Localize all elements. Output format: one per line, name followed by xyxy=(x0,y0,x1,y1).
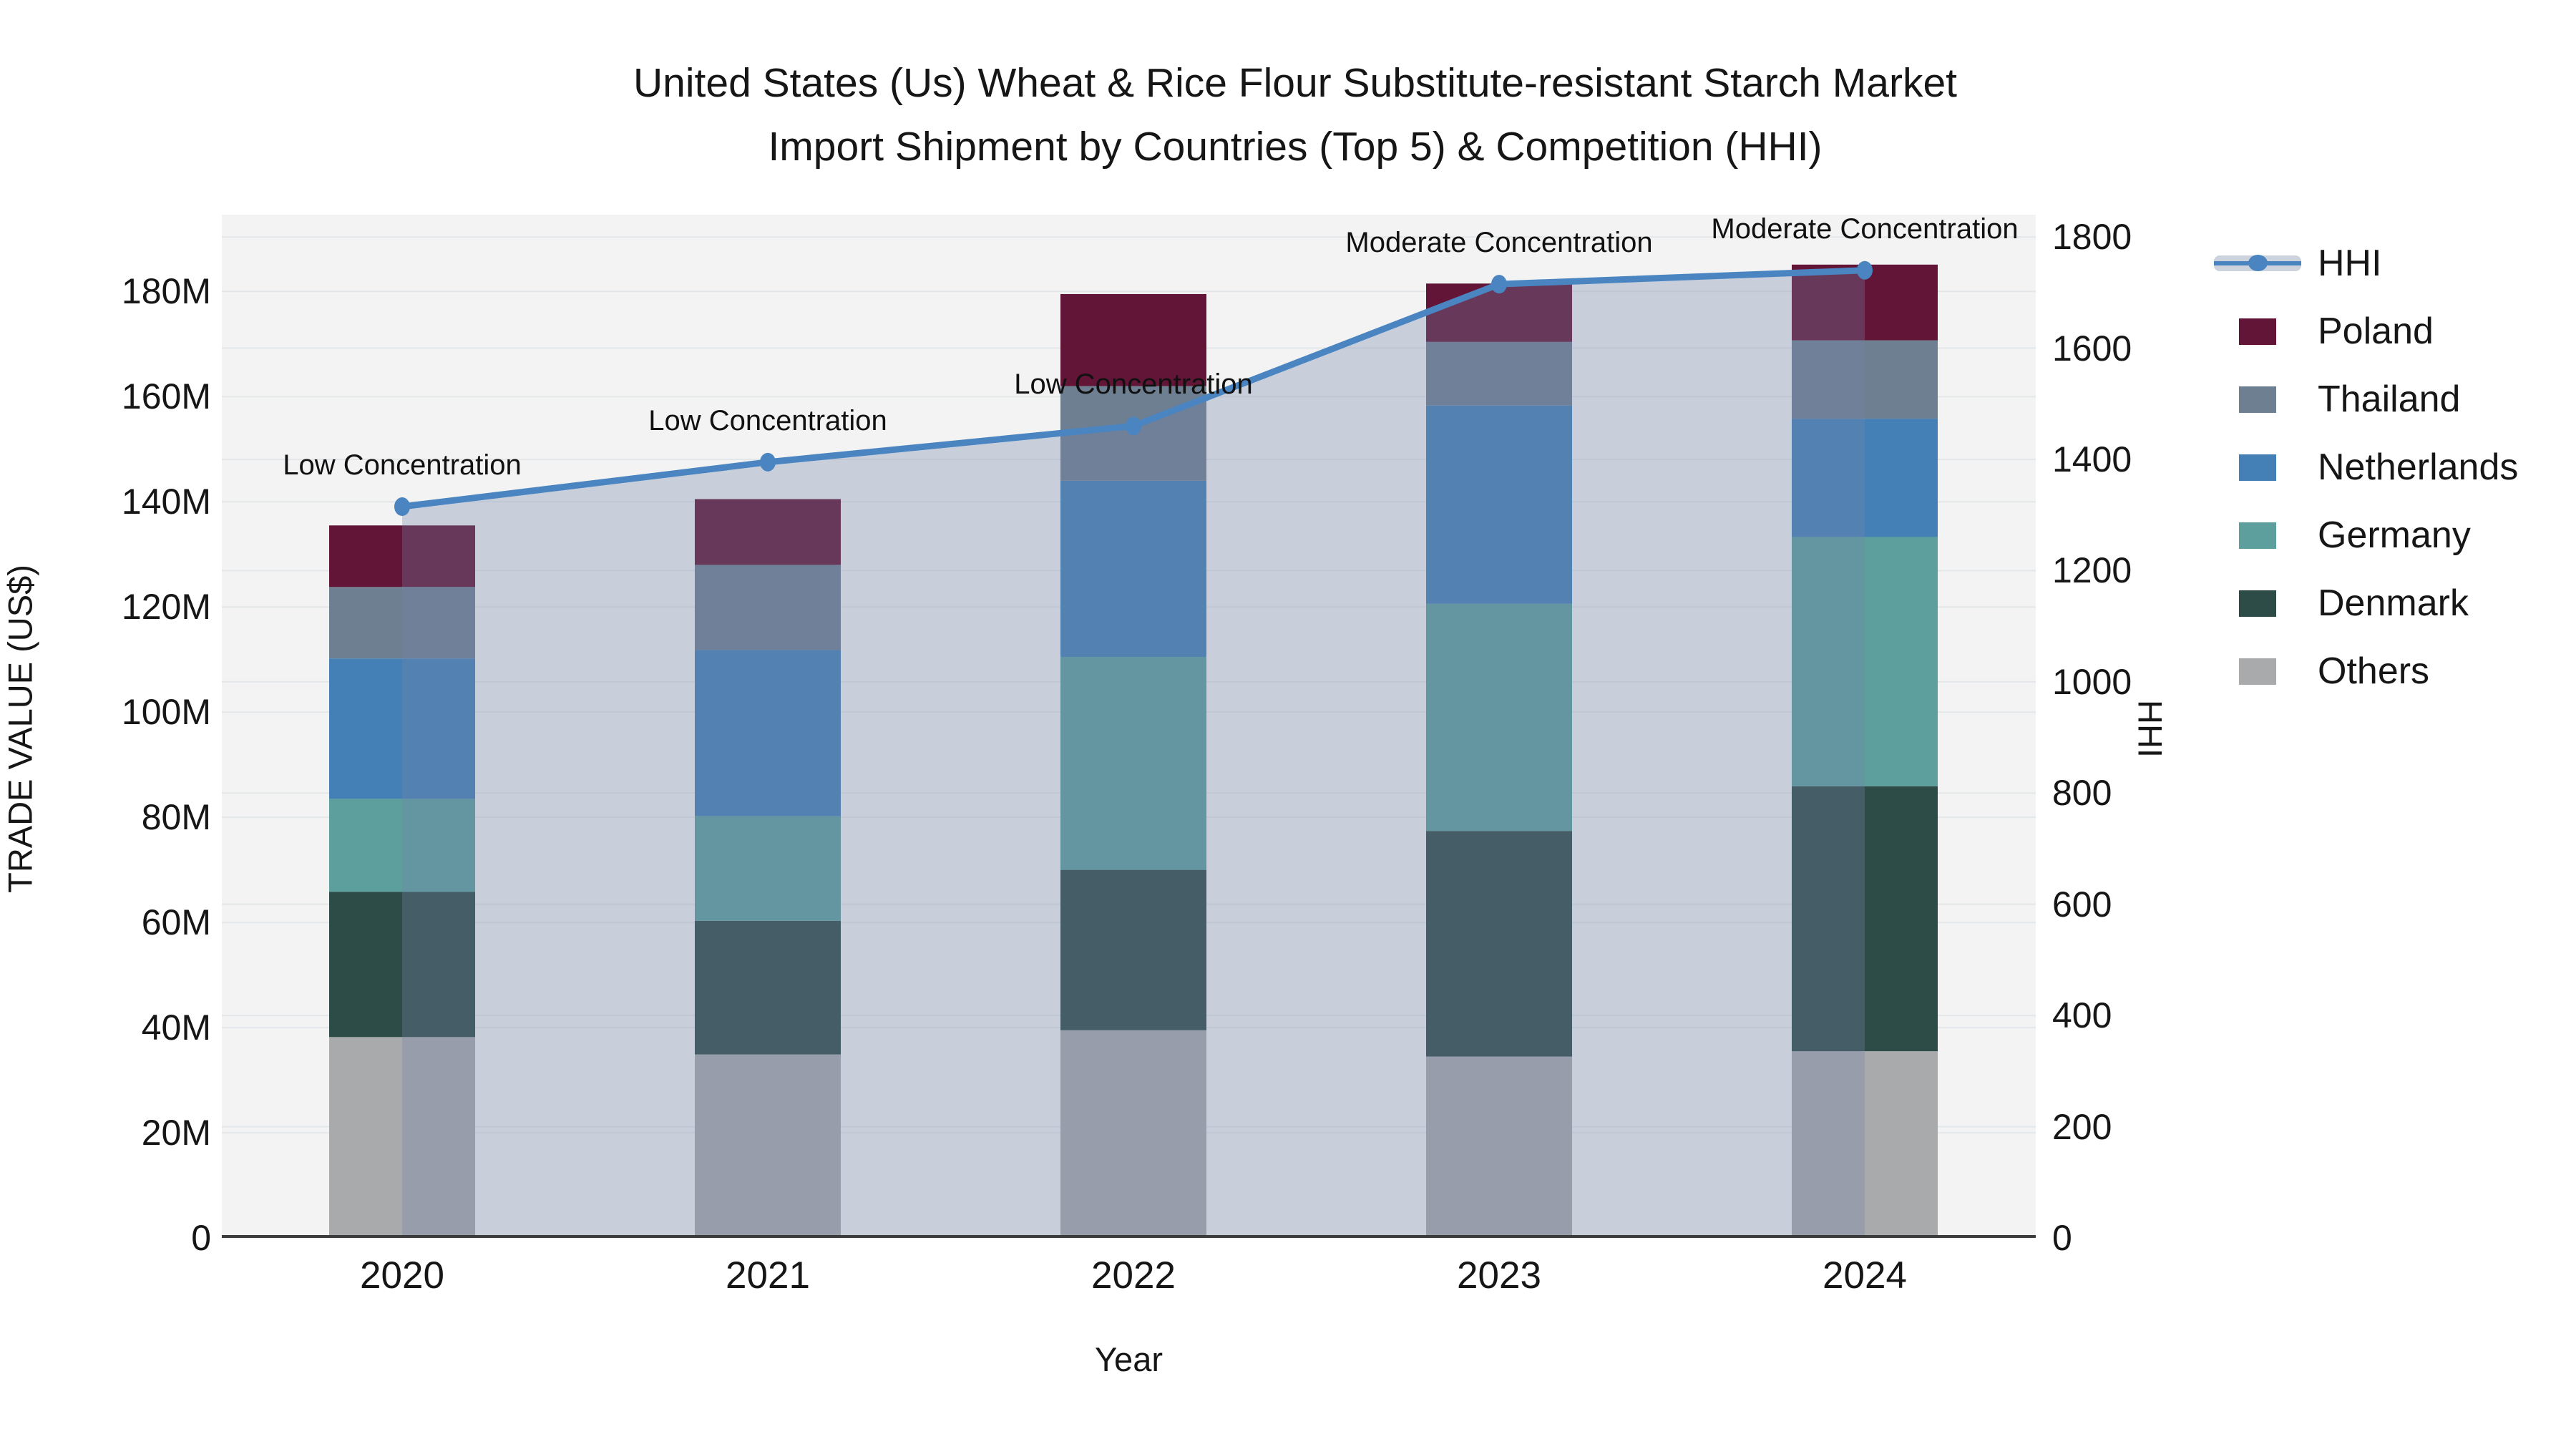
annotation-2024: Moderate Concentration xyxy=(1711,213,2019,245)
bar-segment-germany-2022[interactable] xyxy=(1060,657,1206,870)
hhi-marker-2023[interactable] xyxy=(1491,275,1507,294)
bar-segment-denmark-2022[interactable] xyxy=(1060,869,1206,1030)
bar-segment-netherlands-2022[interactable] xyxy=(1060,480,1206,658)
hhi-line-sample-icon xyxy=(2214,255,2301,271)
x-tick-label-2023: 2023 xyxy=(1457,1254,1541,1297)
chart-title-line2: Import Shipment by Countries (Top 5) & C… xyxy=(768,124,1823,170)
bar-segment-others-2022[interactable] xyxy=(1060,1030,1206,1238)
y-tick-label-180M: 180M xyxy=(121,271,211,312)
bar-segment-netherlands-2021[interactable] xyxy=(695,650,841,816)
bar-segment-thailand-2024[interactable] xyxy=(1792,340,1938,419)
legend-label-denmark: Denmark xyxy=(2318,582,2469,624)
legend-label-others: Others xyxy=(2318,650,2430,692)
hhi-sample-marker xyxy=(2248,255,2268,271)
bar-segment-germany-2024[interactable] xyxy=(1792,537,1938,786)
hhi-area-fill xyxy=(402,270,1865,1238)
annotation-2020: Low Concentration xyxy=(283,449,522,482)
x-tick-label-2020: 2020 xyxy=(360,1254,444,1297)
y-tick-label-100M: 100M xyxy=(121,692,211,733)
y-tick-label-60M: 60M xyxy=(141,902,211,943)
y2-tick-label-1600: 1600 xyxy=(2052,328,2132,369)
y2-tick-label-1800: 1800 xyxy=(2052,217,2132,258)
y2-tick-label-0: 0 xyxy=(2052,1218,2072,1258)
y2-tick-label-800: 800 xyxy=(2052,773,2112,814)
y2-tick-label-1400: 1400 xyxy=(2052,439,2132,479)
bar-segment-denmark-2021[interactable] xyxy=(695,920,841,1055)
bar-segment-thailand-2023[interactable] xyxy=(1426,341,1572,406)
hhi-marker-2024[interactable] xyxy=(1857,260,1873,280)
bar-segment-denmark-2023[interactable] xyxy=(1426,831,1572,1057)
chart-title-line1: United States (Us) Wheat & Rice Flour Su… xyxy=(633,60,1957,106)
legend-label-netherlands: Netherlands xyxy=(2318,447,2519,488)
x-tick-label-2022: 2022 xyxy=(1091,1254,1176,1297)
legend-swatch-poland xyxy=(2239,318,2276,345)
bar-segment-others-2021[interactable] xyxy=(695,1054,841,1238)
bar-segment-poland-2020[interactable] xyxy=(329,525,475,587)
y2-tick-label-1200: 1200 xyxy=(2052,550,2132,591)
legend-swatch-germany xyxy=(2239,522,2276,549)
y2-tick-label-600: 600 xyxy=(2052,884,2112,924)
legend-swatch-thailand xyxy=(2239,386,2276,413)
y2-axis-title: HHI xyxy=(2131,700,2170,758)
legend-swatch-others xyxy=(2239,658,2276,685)
y2-tick-label-200: 200 xyxy=(2052,1106,2112,1147)
bar-segment-netherlands-2020[interactable] xyxy=(329,658,475,799)
legend-swatch-netherlands xyxy=(2239,454,2276,481)
legend-swatch-denmark xyxy=(2239,590,2276,617)
bar-segment-poland-2022[interactable] xyxy=(1060,293,1206,386)
bar-segment-netherlands-2024[interactable] xyxy=(1792,419,1938,537)
legend-item-thailand[interactable]: Thailand xyxy=(2207,376,2576,422)
bar-segment-thailand-2020[interactable] xyxy=(329,587,475,659)
bar-segment-poland-2021[interactable] xyxy=(695,499,841,565)
y-tick-label-0: 0 xyxy=(191,1218,211,1258)
y-tick-label-140M: 140M xyxy=(121,482,211,522)
legend-item-denmark[interactable]: Denmark xyxy=(2207,580,2576,626)
legend-label-poland: Poland xyxy=(2318,311,2434,352)
y-tick-label-120M: 120M xyxy=(121,587,211,628)
legend-label-germany: Germany xyxy=(2318,514,2471,556)
annotation-2021: Low Concentration xyxy=(648,404,887,436)
bar-segment-germany-2020[interactable] xyxy=(329,799,475,892)
bar-segment-germany-2021[interactable] xyxy=(695,816,841,921)
legend-item-hhi[interactable]: HHI xyxy=(2207,240,2576,286)
legend-label-thailand: Thailand xyxy=(2318,379,2461,420)
legend-item-others[interactable]: Others xyxy=(2207,648,2576,694)
hhi-marker-2020[interactable] xyxy=(394,497,410,517)
legend-item-netherlands[interactable]: Netherlands xyxy=(2207,444,2576,490)
y2-tick-label-1000: 1000 xyxy=(2052,661,2132,702)
hhi-marker-2022[interactable] xyxy=(1126,416,1141,436)
annotation-2022: Low Concentration xyxy=(1014,369,1253,401)
bar-segment-netherlands-2023[interactable] xyxy=(1426,405,1572,604)
chart-title: United States (Us) Wheat & Rice Flour Su… xyxy=(0,52,2576,179)
x-tick-label-2021: 2021 xyxy=(726,1254,810,1297)
legend-item-germany[interactable]: Germany xyxy=(2207,512,2576,558)
x-axis-title: Year xyxy=(1095,1340,1163,1378)
legend-item-poland[interactable]: Poland xyxy=(2207,308,2576,354)
bar-segment-others-2024[interactable] xyxy=(1792,1051,1938,1238)
bar-segment-others-2023[interactable] xyxy=(1426,1056,1572,1238)
x-tick-label-2024: 2024 xyxy=(1823,1254,1907,1297)
y-tick-label-20M: 20M xyxy=(141,1113,211,1153)
y-tick-label-160M: 160M xyxy=(121,376,211,417)
bar-segment-others-2020[interactable] xyxy=(329,1037,475,1238)
bar-segment-germany-2023[interactable] xyxy=(1426,603,1572,831)
annotation-2023: Moderate Concentration xyxy=(1345,227,1653,259)
y2-tick-label-400: 400 xyxy=(2052,995,2112,1036)
y-tick-label-80M: 80M xyxy=(141,797,211,838)
hhi-marker-2021[interactable] xyxy=(760,452,776,472)
bar-segment-denmark-2024[interactable] xyxy=(1792,786,1938,1052)
plot-area[interactable] xyxy=(222,215,2036,1238)
y-tick-label-40M: 40M xyxy=(141,1008,211,1048)
bar-segment-thailand-2021[interactable] xyxy=(695,565,841,650)
bar-segment-denmark-2020[interactable] xyxy=(329,892,475,1038)
legend-label-hhi: HHI xyxy=(2318,243,2382,284)
